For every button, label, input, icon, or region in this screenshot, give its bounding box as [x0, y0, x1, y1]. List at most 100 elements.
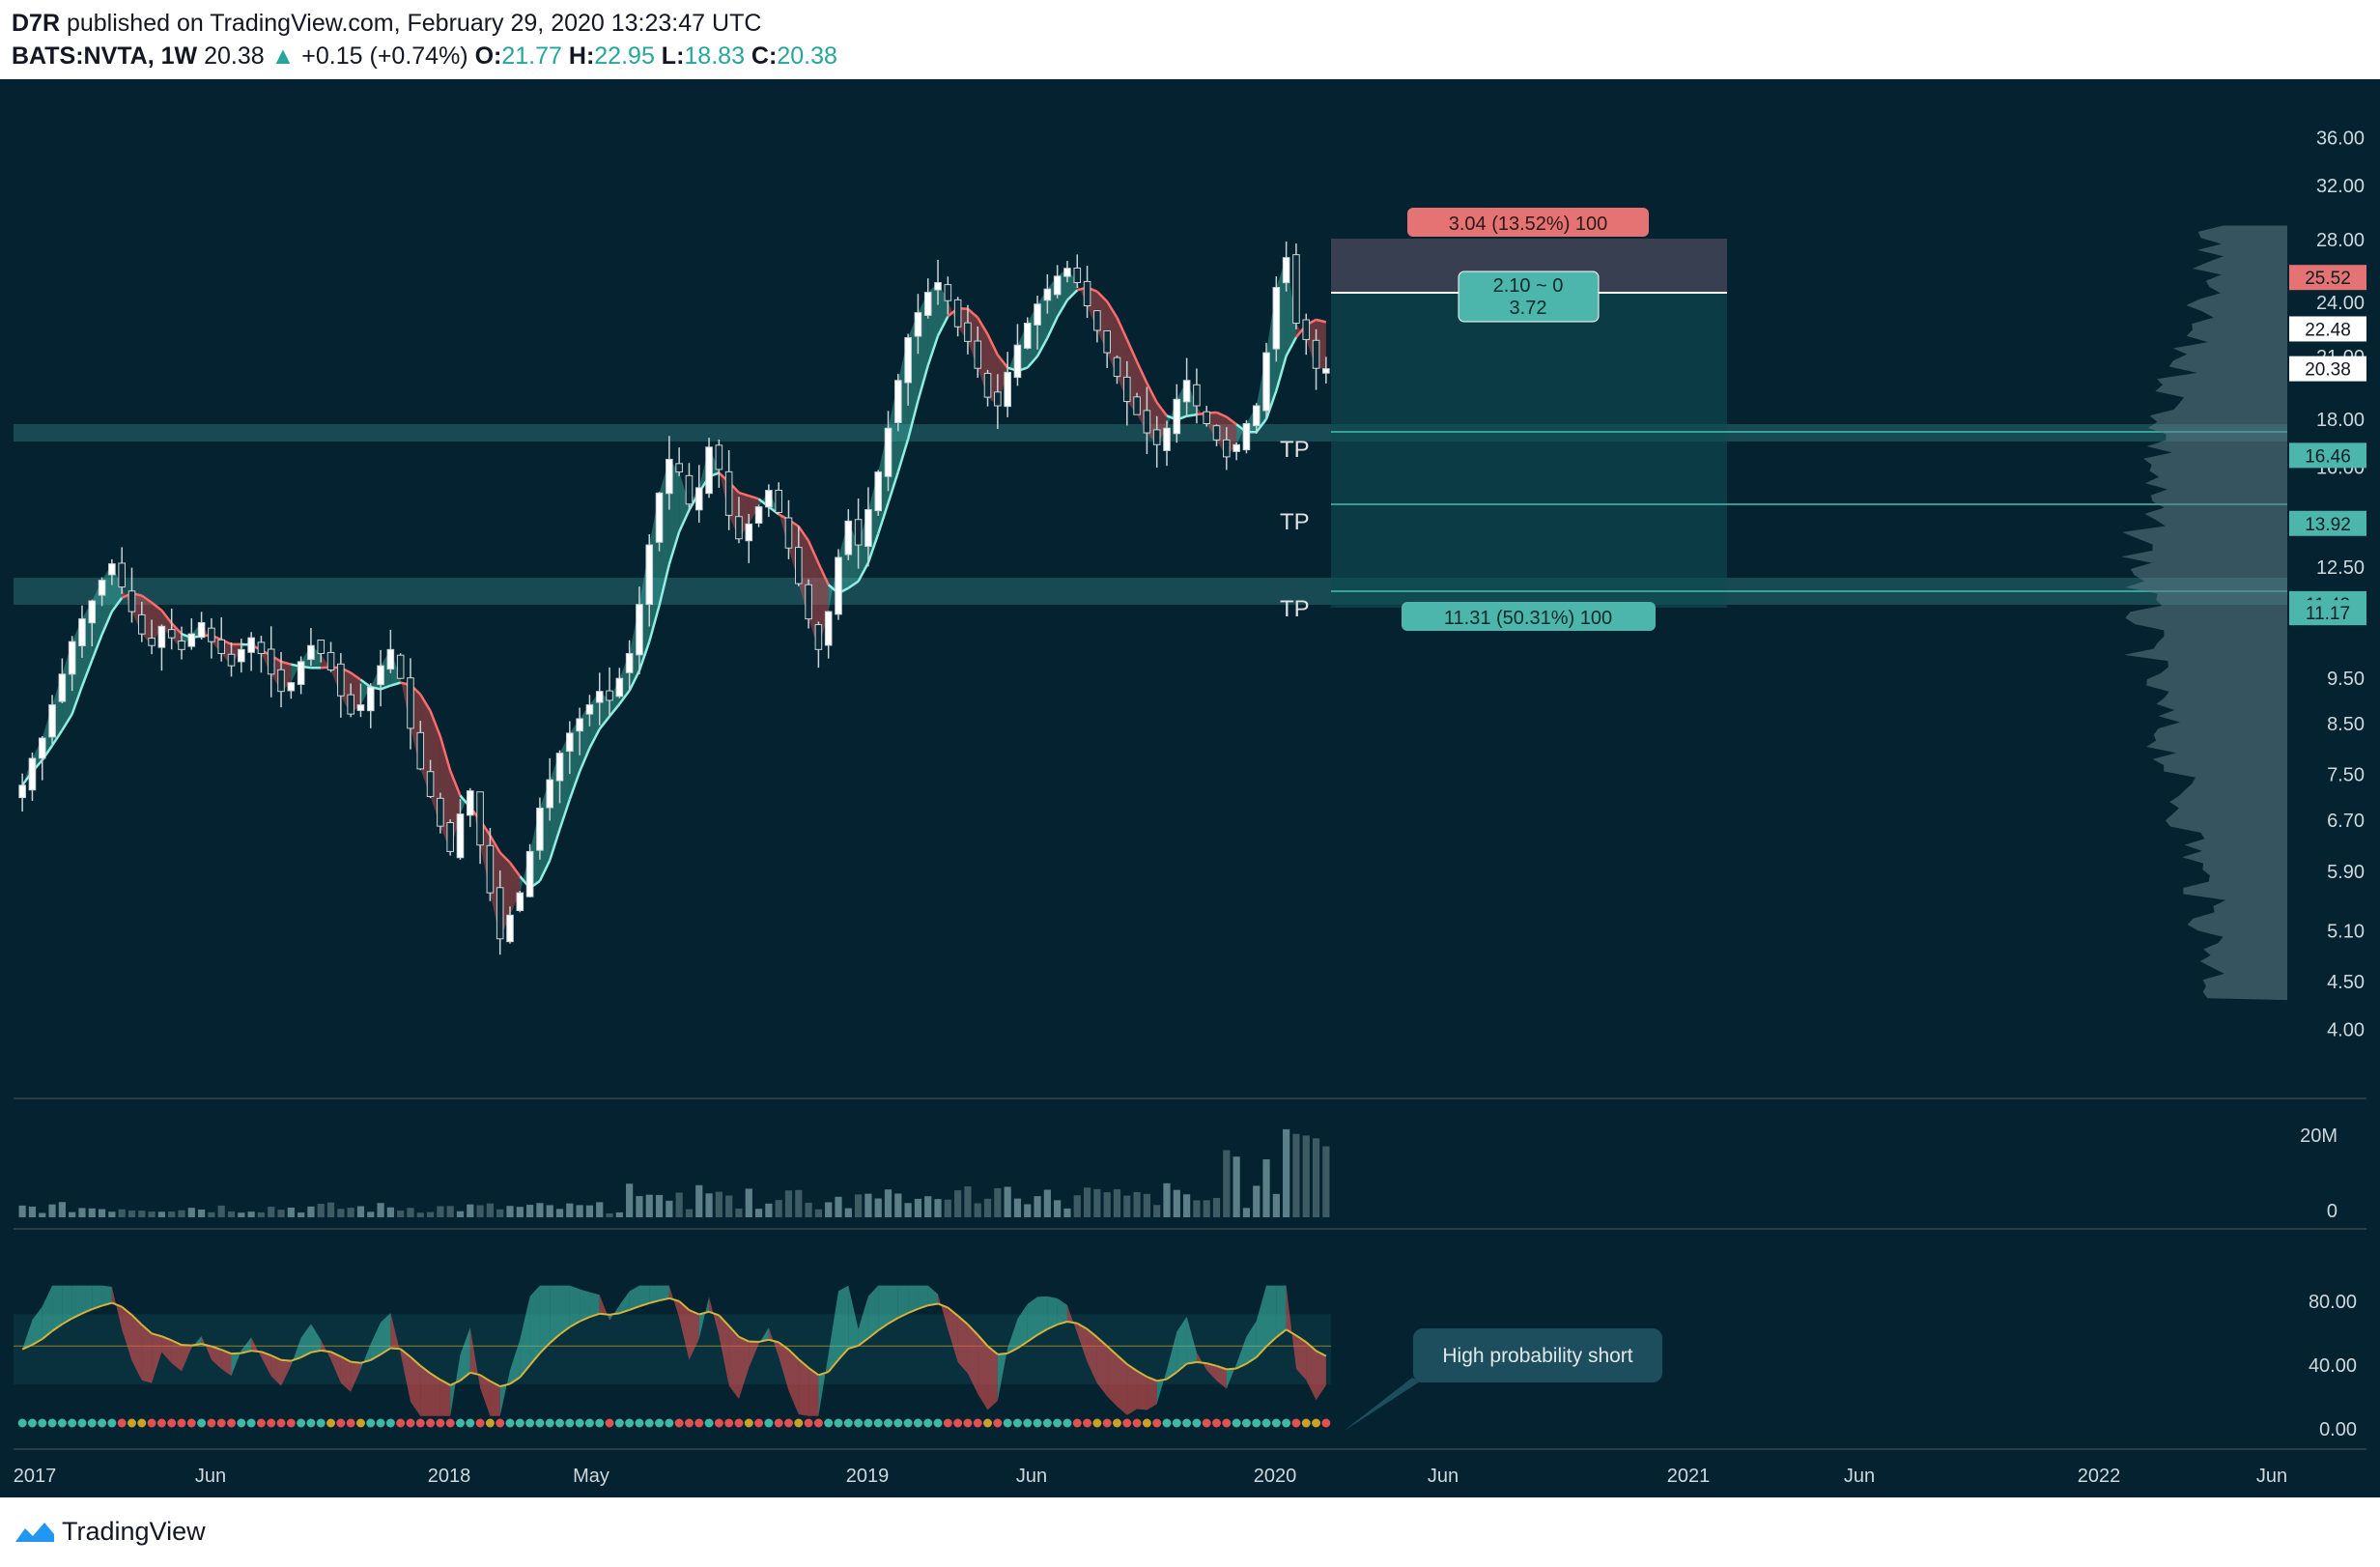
signal-dot [1222, 1418, 1232, 1428]
trend-line-segment [558, 799, 572, 830]
trend-line-segment [658, 563, 671, 607]
price-scale[interactable] [2287, 79, 2380, 1497]
oscillator-signal [528, 1353, 541, 1366]
oscillator-signal [1147, 1376, 1158, 1382]
candle-body [1163, 427, 1171, 451]
candle-body [983, 372, 992, 398]
signal-dot [1072, 1418, 1082, 1428]
oscillator-signal [111, 1301, 123, 1308]
price-tick-label: 32.00 [2316, 176, 2365, 197]
open-value: 21.77 [501, 43, 562, 70]
brand-name[interactable]: TradingView [62, 1517, 206, 1546]
volume-bar [536, 1203, 544, 1217]
oscillator-signal [390, 1347, 401, 1351]
cloud-segment [938, 282, 949, 336]
oscillator-fill [460, 1327, 470, 1382]
target-label-box[interactable] [1402, 602, 1656, 631]
trend-line-segment [807, 540, 820, 564]
oscillator-tick-label: 0.00 [2319, 1419, 2357, 1440]
candle-body [625, 652, 634, 673]
trend-line-segment [678, 509, 691, 533]
volume-bar [1063, 1208, 1071, 1217]
cloud-segment [321, 653, 331, 670]
oscillator-fill [1037, 1296, 1048, 1335]
signal-dot [98, 1418, 107, 1428]
trend-line-segment [866, 533, 880, 563]
candle-body [416, 731, 425, 770]
entry-label-box[interactable] [1458, 271, 1600, 323]
time-tick-label: Jun [195, 1466, 226, 1487]
signal-dot [186, 1418, 196, 1428]
signal-dot [227, 1418, 237, 1428]
signal-dot [614, 1418, 624, 1428]
volume-bar [636, 1196, 643, 1217]
candle-body [1093, 310, 1101, 331]
signal-dot [843, 1418, 853, 1428]
target-label: 11.31 (50.31%) 100 [1444, 608, 1612, 629]
volume-bar [78, 1208, 86, 1217]
tradingview-logo-icon[interactable] [12, 1517, 58, 1548]
volume-bar [805, 1202, 812, 1217]
oscillator-signal [558, 1325, 571, 1336]
price-tick-label: 4.00 [2327, 1019, 2365, 1040]
symbol-name[interactable]: BATS:NVTA, 1W [12, 43, 198, 70]
candle-body [1013, 344, 1022, 379]
oscillator-fill [978, 1334, 988, 1410]
oscillator-fill [948, 1307, 958, 1362]
volume-tick-label: 20M [2300, 1125, 2338, 1147]
signal-dot [346, 1418, 355, 1428]
chart-background [0, 79, 2380, 1497]
signal-dot [1132, 1418, 1142, 1428]
signal-dot [933, 1418, 943, 1428]
candle-body [78, 618, 86, 647]
candle-body [685, 474, 694, 505]
candle-body [974, 340, 982, 369]
candle-body [934, 281, 942, 291]
oscillator-signal [101, 1301, 113, 1307]
annotation-pointer [1343, 1378, 1420, 1432]
oscillator-fill [808, 1367, 819, 1416]
signal-dot [565, 1418, 575, 1428]
oscillator-fill [1256, 1285, 1267, 1357]
price-tick-label: 4.50 [2327, 972, 2365, 993]
trend-line-segment [588, 728, 601, 749]
signal-dot [824, 1418, 834, 1428]
oscillator-signal [599, 1312, 610, 1316]
trend-line-segment [489, 835, 501, 854]
volume-bar [606, 1212, 613, 1217]
signal-dot [1102, 1418, 1112, 1428]
oscillator-signal [956, 1315, 969, 1325]
stop-label-box[interactable] [1407, 208, 1649, 237]
tp-label-3: TP [1280, 596, 1310, 622]
annotation-callout[interactable] [1413, 1328, 1662, 1382]
oscillator-tick-label: 40.00 [2309, 1355, 2357, 1377]
signal-dot [466, 1418, 475, 1428]
trend-line-segment [51, 729, 64, 747]
trend-line-segment [1255, 418, 1268, 433]
oscillator-signal [201, 1343, 212, 1348]
candle-body [157, 625, 166, 648]
time-tick-label: Jun [1428, 1466, 1459, 1487]
signal-dot [943, 1418, 952, 1428]
price-tick-label: 8.50 [2327, 714, 2365, 735]
volume-bar [148, 1211, 156, 1217]
candle-body [715, 444, 723, 470]
volume-bar [98, 1209, 106, 1217]
target-zone[interactable] [1331, 293, 1727, 608]
oscillator-fill [749, 1341, 759, 1368]
price-chart[interactable]: 3.04 (13.52%) 100 2.10 ~ 0 3.72 11.31 (5… [0, 79, 2380, 1497]
signal-dot [1092, 1418, 1102, 1428]
tp-label-2: TP [1280, 509, 1310, 535]
oscillator-fill [629, 1285, 639, 1310]
trend-line-segment [1046, 316, 1059, 339]
signal-dot [177, 1418, 186, 1428]
trend-line-segment [359, 678, 372, 689]
candle-body [167, 629, 176, 639]
author-name[interactable]: D7R [12, 10, 61, 37]
oscillator-fill [330, 1352, 341, 1383]
time-axis[interactable]: 2017 Jun 2018 May 2019 Jun 2020 Jun 2021 Jun 2022 J… [14, 1466, 2287, 1487]
candle-body [1282, 257, 1290, 284]
oscillator-signal [589, 1312, 601, 1319]
oscillator-signal [619, 1308, 630, 1315]
candle-body [476, 791, 484, 846]
